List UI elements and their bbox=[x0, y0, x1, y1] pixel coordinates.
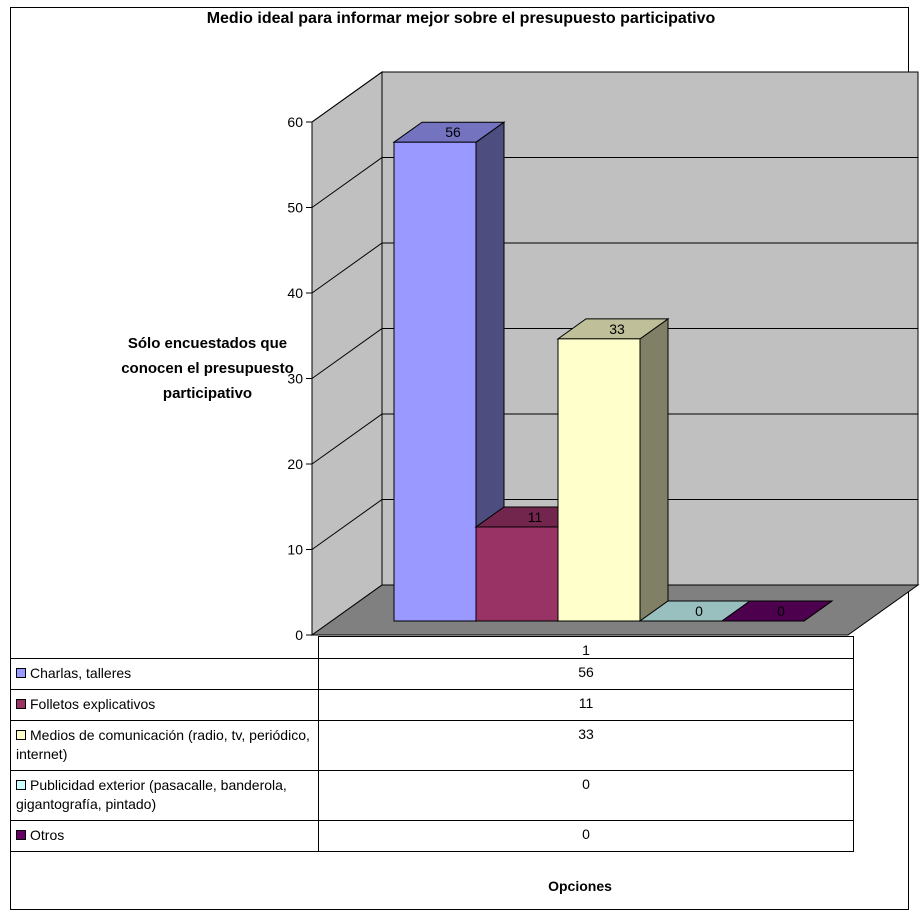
gridline bbox=[311, 157, 918, 208]
table-corner bbox=[10, 636, 319, 659]
data-table: 1 Charlas, talleres 56 Folletos explicativ… bbox=[10, 636, 854, 852]
bar-1-front bbox=[393, 141, 477, 622]
y-tick-label: 30 bbox=[287, 371, 303, 387]
y-axis-label: Sólo encuestados que conocen el presupue… bbox=[121, 335, 294, 402]
legend-swatch bbox=[16, 830, 26, 840]
y-tick-label: 50 bbox=[287, 200, 303, 216]
gridline bbox=[311, 242, 918, 294]
data-label: 33 bbox=[609, 321, 625, 337]
gridline bbox=[311, 499, 918, 550]
series-value: 0 bbox=[318, 820, 854, 852]
legend-entry: Publicidad exterior (pasacalle, banderol… bbox=[10, 770, 319, 821]
legend-swatch bbox=[16, 780, 26, 790]
bar-3-front bbox=[557, 338, 641, 622]
data-label: 0 bbox=[695, 603, 703, 619]
legend-entry: Otros bbox=[10, 820, 319, 852]
series-value: 11 bbox=[318, 689, 854, 721]
y-tick-label: 20 bbox=[287, 456, 303, 472]
data-label: 56 bbox=[445, 124, 461, 140]
category-label: 1 bbox=[318, 636, 854, 659]
y-tick-label: 0 bbox=[295, 627, 303, 643]
gridline bbox=[311, 413, 918, 465]
legend-entry: Folletos explicativos bbox=[10, 689, 319, 721]
series-value: 56 bbox=[318, 658, 854, 690]
bar-3-side bbox=[639, 317, 669, 622]
legend-swatch bbox=[16, 668, 26, 678]
series-name: Otros bbox=[30, 827, 65, 843]
table-row: Otros 0 bbox=[10, 820, 854, 852]
bar-2-front bbox=[475, 526, 559, 622]
series-name: Publicidad exterior (pasacalle, banderol… bbox=[16, 777, 287, 812]
series-name: Medios de comunicación (radio, tv, perió… bbox=[16, 727, 310, 762]
table-header-row: 1 bbox=[10, 636, 854, 659]
series-name: Folletos explicativos bbox=[30, 696, 156, 712]
series-value: 0 bbox=[318, 770, 854, 821]
series-name: Charlas, talleres bbox=[30, 665, 132, 681]
y-tick-label: 40 bbox=[287, 285, 303, 301]
table-row: Medios de comunicación (radio, tv, perió… bbox=[10, 720, 854, 771]
data-label: 11 bbox=[528, 509, 543, 525]
chart-title: Medio ideal para informar mejor sobre el… bbox=[206, 10, 716, 27]
y-tick-label: 60 bbox=[287, 114, 303, 130]
bar-5-top bbox=[720, 600, 834, 622]
legend-swatch bbox=[16, 730, 26, 740]
series-value: 33 bbox=[318, 720, 854, 771]
table-row: Charlas, talleres 56 bbox=[10, 658, 854, 690]
legend-entry: Medios de comunicación (radio, tv, perió… bbox=[10, 720, 319, 771]
legend-entry: Charlas, talleres bbox=[10, 658, 319, 690]
legend-swatch bbox=[16, 699, 26, 709]
y-tick-label: 10 bbox=[287, 542, 303, 558]
x-axis-label: Opciones bbox=[548, 878, 612, 894]
gridline bbox=[311, 71, 918, 123]
table-row: Publicidad exterior (pasacalle, banderol… bbox=[10, 770, 854, 821]
gridline bbox=[311, 328, 918, 379]
data-label: 0 bbox=[777, 603, 785, 619]
table-row: Folletos explicativos 11 bbox=[10, 689, 854, 721]
